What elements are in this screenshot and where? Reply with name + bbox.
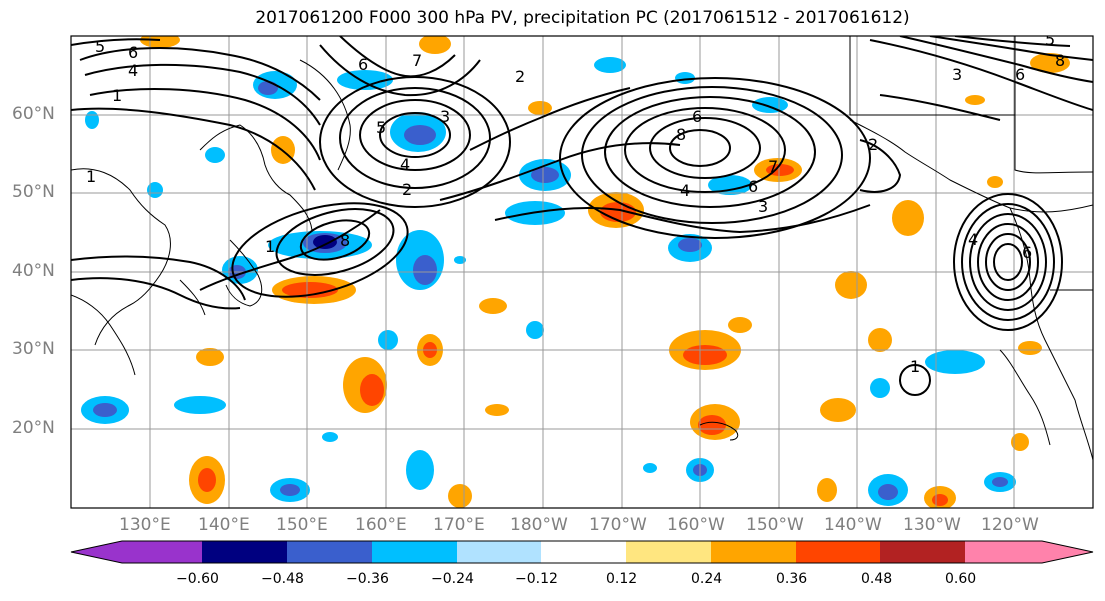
contour-label: 6 xyxy=(358,55,368,74)
colorbar-tick-label: −0.36 xyxy=(346,571,389,587)
contour-label: 4 xyxy=(968,230,978,249)
lat-label-20n: 20°N xyxy=(12,418,55,438)
contour-label: 5 xyxy=(95,37,105,56)
contour-label: 4 xyxy=(128,61,138,80)
lon-label: 160°E xyxy=(355,515,407,535)
lat-label-40n: 40°N xyxy=(12,261,55,281)
contour-label: 7 xyxy=(768,157,778,176)
lon-label: 140°W xyxy=(824,515,882,535)
precip-negative-areas xyxy=(81,57,1016,506)
colorbar xyxy=(70,540,1094,564)
contour-label: 2 xyxy=(402,180,412,199)
contour-label: 8 xyxy=(340,231,350,250)
contour-label: 6 xyxy=(692,107,702,126)
contour-label: 7 xyxy=(412,51,422,70)
contour-label: 4 xyxy=(400,155,410,174)
contour-label: 2 xyxy=(868,135,878,154)
colorbar-tick-label: 0.60 xyxy=(945,571,977,587)
lon-label: 150°E xyxy=(276,515,328,535)
lon-label: 180°W xyxy=(510,515,568,535)
contour-label: 1 xyxy=(265,237,275,256)
contour-label: 6 xyxy=(128,43,138,62)
colorbar-tick-label: −0.48 xyxy=(261,571,304,587)
contour-label: 1 xyxy=(86,167,96,186)
lon-label: 170°E xyxy=(433,515,485,535)
contour-label: 1 xyxy=(112,86,122,105)
contour-label: 6 xyxy=(748,177,758,196)
colorbar-tick-label: 0.12 xyxy=(606,571,638,587)
colorbar-extend-right xyxy=(1042,541,1093,563)
lon-label: 130°W xyxy=(903,515,961,535)
precip-positive-areas xyxy=(140,36,1070,508)
colorbar-tick-label: 0.36 xyxy=(776,571,808,587)
map-frame xyxy=(70,35,1094,509)
colorbar-tick-label: −0.24 xyxy=(431,571,474,587)
contour-labels: 5 6 4 1 6 7 3 5 2 1 4 8 7 6 3 2 6 8 4 2 … xyxy=(86,30,1065,376)
contour-label: 5 xyxy=(376,118,386,137)
lon-label: 170°W xyxy=(589,515,647,535)
contour-label: 3 xyxy=(440,107,450,126)
contour-label: 8 xyxy=(1055,51,1065,70)
lon-label: 160°W xyxy=(667,515,725,535)
lon-label: 120°W xyxy=(981,515,1039,535)
lon-label: 140°E xyxy=(198,515,250,535)
graticule xyxy=(71,36,1093,508)
contour-label: 1 xyxy=(910,357,920,376)
contour-label: 8 xyxy=(676,125,686,144)
colorbar-extend-left xyxy=(71,541,122,563)
map-title: 2017061200 F000 300 hPa PV, precipitatio… xyxy=(255,8,910,28)
contour-label: 2 xyxy=(515,67,525,86)
contour-label: 6 xyxy=(1015,65,1025,84)
colorbar-tick-label: 0.24 xyxy=(691,571,723,587)
contour-label: 5 xyxy=(1045,30,1055,49)
colorbar-tick-label: 0.48 xyxy=(861,571,893,587)
pv-contours xyxy=(71,36,1093,396)
lon-label: 150°W xyxy=(746,515,804,535)
contour-label: 6 xyxy=(1022,243,1032,262)
lat-label-30n: 30°N xyxy=(12,339,55,359)
colorbar-tick-label: −0.12 xyxy=(515,571,558,587)
lat-label-60n: 60°N xyxy=(12,104,55,124)
lon-label: 130°E xyxy=(119,515,171,535)
colorbar-tick-label: −0.60 xyxy=(176,571,219,587)
contour-label: 3 xyxy=(758,197,768,216)
lat-label-50n: 50°N xyxy=(12,182,55,202)
contour-label: 3 xyxy=(952,65,962,84)
contour-label: 4 xyxy=(680,181,690,200)
